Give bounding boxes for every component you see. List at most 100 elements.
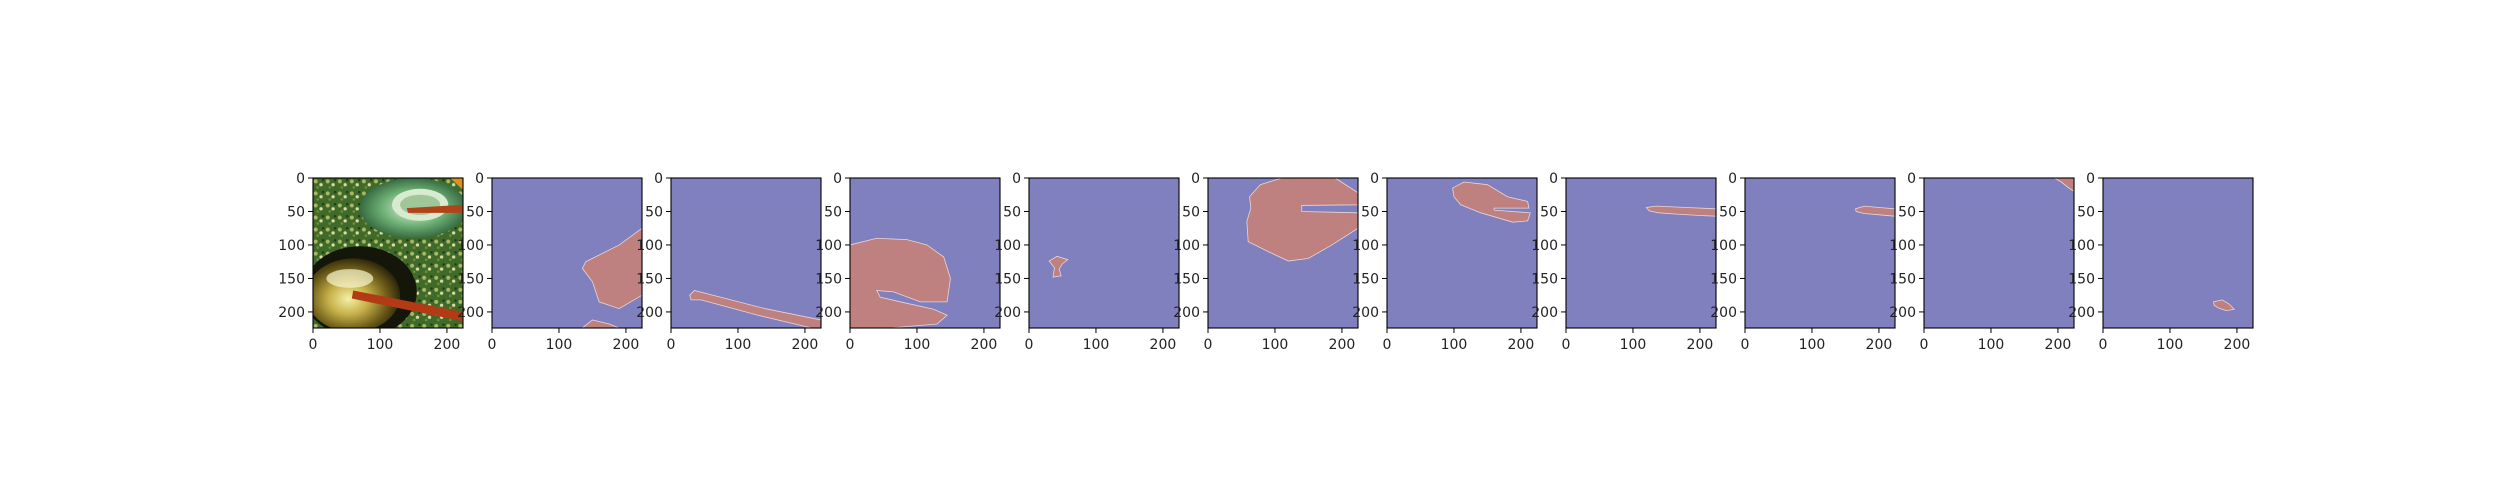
- mask-foreground-region: [2213, 299, 2236, 312]
- x-tick-label: 0: [1920, 337, 1929, 353]
- mask-background-region: [1924, 178, 2074, 328]
- mask-image: [1566, 178, 1717, 328]
- y-tick-label: 0: [1549, 171, 1558, 187]
- mask-image: [850, 178, 1000, 329]
- x-tick-label: 0: [1741, 337, 1750, 353]
- y-tick-label: 150: [278, 271, 305, 287]
- mask-foreground-region: [1645, 205, 1717, 217]
- y-tick-label: 150: [815, 271, 842, 287]
- y-tick-label: 0: [1907, 171, 1916, 187]
- mask-background-region: [1566, 178, 1716, 328]
- y-tick-label: 0: [296, 171, 305, 187]
- axes-frame: [670, 177, 822, 329]
- red-stick-upper: [406, 204, 463, 213]
- y-tick-label: 100: [1710, 238, 1737, 254]
- x-tick-label: 200: [792, 337, 819, 353]
- y-tick-label: 50: [1182, 204, 1200, 220]
- x-tick-label: 200: [1508, 337, 1535, 353]
- x-tick-label: 0: [309, 337, 318, 353]
- axes-frame: [2102, 177, 2254, 329]
- mask-image: [1208, 178, 1359, 328]
- x-tick-label: 100: [1441, 337, 1468, 353]
- x-tick-label: 200: [2045, 337, 2072, 353]
- y-tick-label: 200: [636, 305, 663, 321]
- y-tick-label: 150: [1173, 271, 1200, 287]
- mask-image: [1745, 178, 1896, 328]
- y-tick-label: 50: [2077, 204, 2095, 220]
- y-tick-label: 200: [457, 305, 484, 321]
- y-tick-label: 0: [475, 171, 484, 187]
- x-tick-label: 100: [1083, 337, 1110, 353]
- x-tick-label: 100: [1262, 337, 1289, 353]
- mask-foreground-region: [1855, 205, 1896, 217]
- x-tick-label: 200: [1150, 337, 1177, 353]
- y-tick-label: 100: [1889, 238, 1916, 254]
- x-tick-label: 200: [1329, 337, 1356, 353]
- mask-foreground-region: [1452, 181, 1531, 223]
- y-tick-label: 150: [1531, 271, 1558, 287]
- y-tick-label: 200: [1352, 305, 1379, 321]
- x-tick-label: 100: [725, 337, 752, 353]
- y-tick-label: 0: [1370, 171, 1379, 187]
- y-tick-label: 50: [1719, 204, 1737, 220]
- mask-background-region: [1029, 178, 1179, 328]
- mask-image: [492, 178, 643, 329]
- y-tick-label: 150: [994, 271, 1021, 287]
- mask-foreground-region: [581, 227, 643, 310]
- y-tick-label: 0: [1191, 171, 1200, 187]
- x-tick-label: 100: [546, 337, 573, 353]
- aquarium-photo: [313, 178, 464, 329]
- mask-image: [1029, 178, 1179, 328]
- y-tick-label: 100: [994, 238, 1021, 254]
- y-tick-label: 50: [1898, 204, 1916, 220]
- y-tick-label: 0: [654, 171, 663, 187]
- x-tick-label: 100: [1620, 337, 1647, 353]
- x-tick-label: 100: [2157, 337, 2184, 353]
- axes-frame: [1207, 177, 1359, 329]
- x-tick-label: 0: [1025, 337, 1034, 353]
- x-tick-label: 0: [1383, 337, 1392, 353]
- x-tick-label: 0: [2099, 337, 2108, 353]
- y-tick-label: 0: [1728, 171, 1737, 187]
- x-tick-label: 100: [1799, 337, 1826, 353]
- y-tick-label: 150: [457, 271, 484, 287]
- x-tick-label: 200: [613, 337, 640, 353]
- mask-background-region: [671, 178, 821, 328]
- y-tick-label: 200: [1710, 305, 1737, 321]
- mask-image: [671, 178, 822, 329]
- x-tick-label: 0: [1204, 337, 1213, 353]
- y-tick-label: 200: [994, 305, 1021, 321]
- x-tick-label: 0: [667, 337, 676, 353]
- x-tick-label: 100: [1978, 337, 2005, 353]
- y-tick-label: 200: [815, 305, 842, 321]
- y-tick-label: 100: [457, 238, 484, 254]
- y-tick-label: 200: [278, 305, 305, 321]
- y-tick-label: 50: [645, 204, 663, 220]
- x-tick-label: 0: [488, 337, 497, 353]
- y-tick-label: 150: [1710, 271, 1737, 287]
- y-tick-label: 150: [636, 271, 663, 287]
- x-tick-label: 200: [434, 337, 461, 353]
- mask-foreground-region: [1048, 255, 1069, 278]
- x-tick-label: 100: [367, 337, 394, 353]
- y-tick-label: 200: [1889, 305, 1916, 321]
- mask-foreground-region: [850, 237, 951, 329]
- y-tick-label: 50: [1003, 204, 1021, 220]
- y-tick-label: 0: [1012, 171, 1021, 187]
- mask-image: [2103, 178, 2253, 328]
- x-tick-label: 200: [2224, 337, 2251, 353]
- mask-foreground-region: [1246, 178, 1359, 262]
- y-tick-label: 200: [1173, 305, 1200, 321]
- y-tick-label: 50: [1361, 204, 1379, 220]
- y-tick-label: 100: [1173, 238, 1200, 254]
- mask-image: [1387, 178, 1537, 328]
- x-tick-label: 200: [1687, 337, 1714, 353]
